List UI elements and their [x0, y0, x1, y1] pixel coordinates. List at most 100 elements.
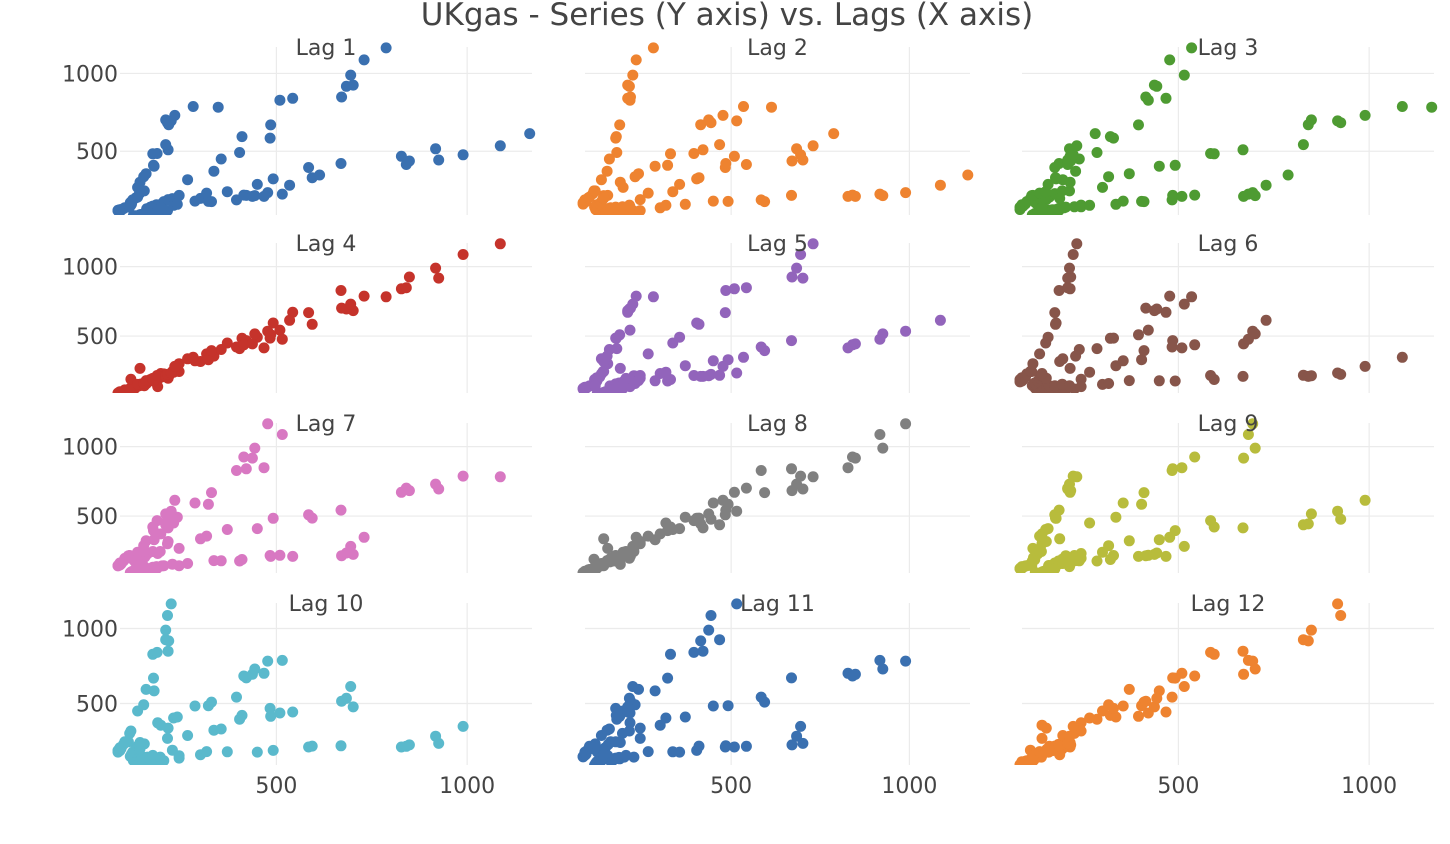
data-point: [340, 80, 352, 92]
data-point: [623, 725, 635, 737]
data-point: [720, 285, 732, 296]
data-point: [1160, 706, 1172, 718]
data-point: [693, 740, 705, 752]
data-point: [1178, 298, 1190, 310]
y-tick-label: 500: [76, 325, 118, 350]
data-point: [874, 654, 886, 666]
data-point: [1164, 54, 1176, 66]
points-lag-9: [1014, 418, 1371, 573]
data-point: [1049, 563, 1061, 573]
data-point: [1151, 692, 1163, 704]
data-point: [1260, 179, 1272, 191]
data-point: [627, 69, 639, 81]
data-point: [797, 272, 809, 284]
data-point: [1071, 238, 1083, 250]
data-point: [267, 317, 279, 329]
data-point: [1302, 635, 1314, 647]
data-point: [719, 307, 731, 319]
data-point: [786, 155, 798, 167]
data-point: [182, 730, 194, 741]
data-point: [720, 504, 732, 516]
data-point: [162, 645, 174, 657]
data-point: [1097, 181, 1108, 193]
subplot-lag-10: Lag 10 500 1000 500 1000: [62, 592, 532, 799]
data-point: [201, 187, 213, 199]
data-point: [287, 550, 299, 562]
data-point: [1140, 91, 1152, 103]
data-point: [1237, 645, 1249, 657]
data-point: [274, 94, 286, 106]
data-point: [148, 534, 160, 546]
data-point: [703, 624, 715, 636]
data-point: [1027, 542, 1039, 554]
data-point: [1205, 148, 1217, 159]
data-point: [1242, 429, 1254, 440]
data-point: [627, 540, 639, 552]
data-point: [240, 463, 252, 475]
data-point: [707, 700, 719, 712]
points-lag-8: [577, 418, 912, 573]
data-point: [1138, 345, 1150, 357]
subplot-title: Lag 4: [296, 232, 357, 257]
subplot-lag-6: Lag 6: [1014, 232, 1434, 393]
data-point: [264, 702, 276, 714]
data-point: [1062, 282, 1074, 294]
data-point: [1359, 494, 1371, 506]
data-point: [679, 360, 691, 372]
data-point: [231, 465, 242, 476]
points-lag-1: [112, 42, 536, 215]
data-point: [1249, 442, 1261, 454]
data-point: [759, 487, 771, 499]
data-point: [665, 148, 676, 160]
data-point: [1189, 339, 1201, 351]
data-point: [1167, 463, 1179, 475]
data-point: [1205, 370, 1217, 381]
data-point: [697, 144, 709, 156]
data-point: [249, 663, 261, 675]
data-point: [1067, 249, 1079, 260]
data-point: [1073, 555, 1085, 567]
data-point: [795, 720, 807, 732]
data-point: [1091, 147, 1103, 158]
data-point: [740, 159, 752, 170]
data-point: [728, 486, 740, 498]
data-point: [134, 362, 146, 374]
data-point: [221, 186, 233, 198]
data-point: [1166, 691, 1178, 703]
data-point: [345, 540, 357, 552]
data-point: [1054, 533, 1066, 545]
data-point: [138, 699, 150, 711]
data-point: [345, 681, 357, 692]
data-point: [206, 196, 217, 208]
data-point: [1117, 355, 1129, 367]
data-point: [380, 291, 392, 303]
plot-area: Lag 1 500 1000 Lag 2 Lag 3 Lag 4 500 1000 Lag 5 L…: [62, 36, 1438, 799]
data-point: [697, 645, 709, 657]
data-point: [617, 181, 629, 193]
data-point: [662, 159, 674, 171]
data-point: [1160, 306, 1172, 318]
x-tick-label: 500: [710, 774, 752, 799]
points-lag-5: [577, 238, 946, 393]
subplot-title: Lag 3: [1198, 36, 1259, 61]
data-point: [494, 140, 506, 152]
data-point: [1123, 683, 1135, 695]
data-point: [1238, 452, 1250, 464]
x-tick-label: 1000: [439, 774, 495, 799]
data-point: [155, 719, 167, 731]
data-point: [267, 744, 279, 756]
data-point: [1042, 331, 1054, 343]
data-point: [1136, 354, 1148, 366]
data-point: [1103, 171, 1115, 183]
data-point: [1053, 504, 1065, 516]
data-point: [1151, 547, 1163, 559]
data-point: [807, 140, 819, 152]
data-point: [1396, 351, 1408, 363]
data-point: [849, 452, 861, 464]
data-point: [162, 732, 173, 744]
data-point: [234, 147, 246, 158]
data-point: [265, 550, 277, 562]
data-point: [169, 494, 181, 506]
data-point: [630, 54, 642, 66]
data-point: [140, 168, 152, 180]
